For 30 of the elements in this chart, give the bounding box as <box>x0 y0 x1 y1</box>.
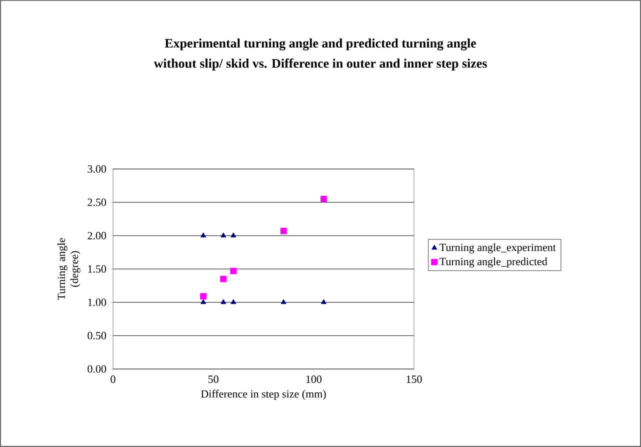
y-tick-label: 0.00 <box>88 365 106 373</box>
point <box>220 232 226 238</box>
point <box>320 196 327 202</box>
point <box>200 293 207 300</box>
point <box>230 299 236 304</box>
y-tick-label: 3.00 <box>88 165 106 173</box>
x-tick-label: 150 <box>406 376 422 383</box>
legend-label: Turning angle_experiment <box>440 243 556 254</box>
point <box>280 228 287 234</box>
chart-title: Experimental turning angle and predicted turning angle <box>164 38 476 50</box>
point <box>230 232 236 238</box>
point <box>200 299 206 304</box>
point <box>230 268 237 274</box>
legend-label: Turning angle_predicted <box>440 258 548 268</box>
point <box>220 299 226 304</box>
point <box>200 232 206 238</box>
point <box>320 299 326 304</box>
x-tick-label: 50 <box>208 376 218 383</box>
point <box>280 299 286 304</box>
x-tick-label: 100 <box>306 376 322 383</box>
y-tick-label: 2.50 <box>88 198 106 206</box>
y-tick-label: 0.50 <box>88 332 106 340</box>
x-tick-label: 0 <box>110 376 116 383</box>
y-tick-label: 2.00 <box>88 232 106 240</box>
y-tick-label: 1.00 <box>88 298 106 306</box>
x-axis-title: Difference in step size (mm) <box>201 390 326 400</box>
y-tick-label: 1.50 <box>88 265 106 273</box>
y-axis-title: Turning angle (degree) <box>57 238 80 300</box>
point <box>220 276 227 282</box>
chart-subtitle: without slip/ skid vs. Difference in outer and inner step sizes <box>154 58 487 70</box>
